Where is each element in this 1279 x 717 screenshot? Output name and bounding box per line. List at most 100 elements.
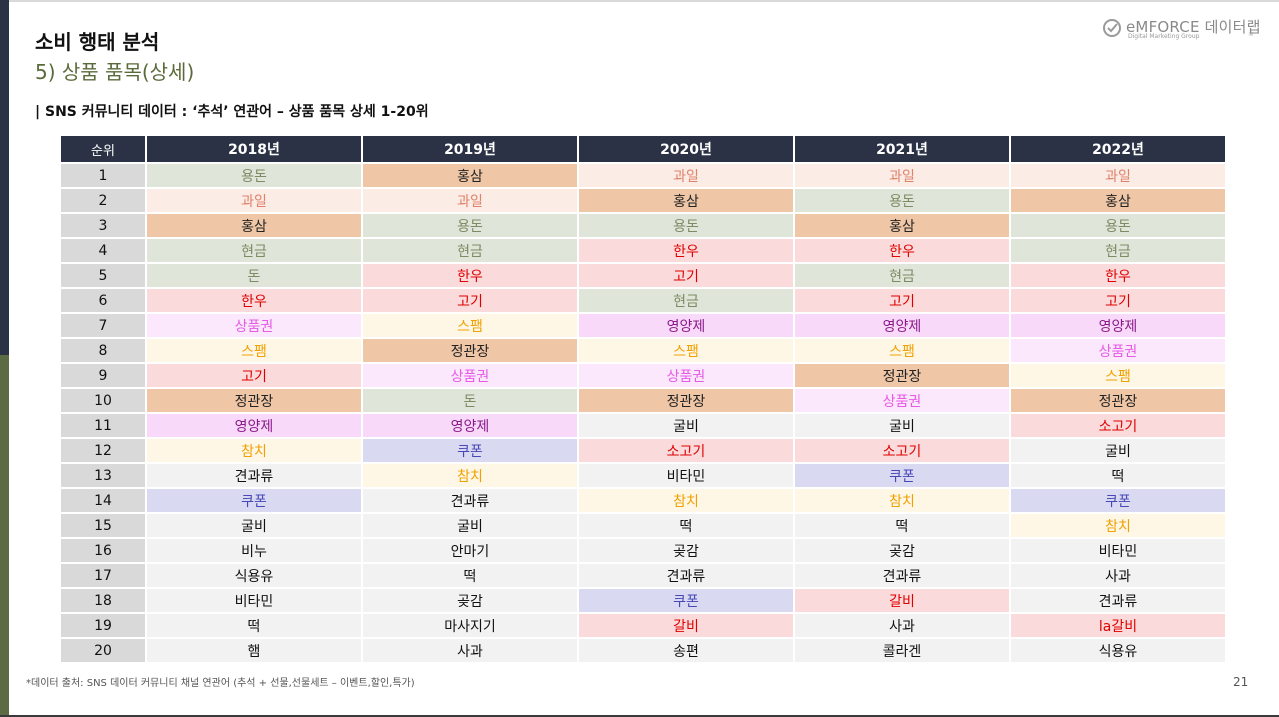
rank-number: 14 bbox=[61, 489, 145, 514]
rank-number: 2 bbox=[61, 189, 145, 214]
rank-number: 13 bbox=[61, 464, 145, 489]
table-cell: 홍삼 bbox=[363, 164, 577, 189]
table-row: 12 참치 쿠폰 소고기 소고기 굴비 bbox=[61, 439, 1225, 464]
rank-number: 3 bbox=[61, 214, 145, 239]
table-cell: 안마기 bbox=[363, 539, 577, 564]
top-divider bbox=[0, 0, 1279, 2]
table-cell: 쿠폰 bbox=[363, 439, 577, 464]
table-cell: 돈 bbox=[147, 264, 361, 289]
table-cell: 고기 bbox=[1011, 289, 1225, 314]
table-cell: 영양제 bbox=[579, 314, 793, 339]
table-cell: 스팸 bbox=[579, 339, 793, 364]
table-row: 4 현금 현금 한우 한우 현금 bbox=[61, 239, 1225, 264]
table-cell: 홍삼 bbox=[1011, 189, 1225, 214]
table-cell: 햄 bbox=[147, 639, 361, 664]
table-cell: 상품권 bbox=[363, 364, 577, 389]
table-cell: 사과 bbox=[795, 614, 1009, 639]
table-cell: 한우 bbox=[147, 289, 361, 314]
table-cell: 비타민 bbox=[579, 464, 793, 489]
table-row: 1 용돈 홍삼 과일 과일 과일 bbox=[61, 164, 1225, 189]
table-cell: 홍삼 bbox=[579, 189, 793, 214]
table-cell: 한우 bbox=[795, 239, 1009, 264]
table-cell: 견과류 bbox=[147, 464, 361, 489]
side-accent-bar-dark bbox=[0, 0, 9, 355]
column-header-2019: 2019년 bbox=[363, 136, 577, 164]
rank-number: 16 bbox=[61, 539, 145, 564]
table-cell: 한우 bbox=[363, 264, 577, 289]
table-row: 14 쿠폰 견과류 참치 참치 쿠폰 bbox=[61, 489, 1225, 514]
table-cell: 굴비 bbox=[795, 414, 1009, 439]
table-cell: 쿠폰 bbox=[795, 464, 1009, 489]
table-cell: 참치 bbox=[147, 439, 361, 464]
section-heading: | SNS 커뮤니티 데이터 : ‘추석’ 연관어 – 상품 품목 상세 1-2… bbox=[35, 104, 429, 120]
table-row: 10 정관장 돈 정관장 상품권 정관장 bbox=[61, 389, 1225, 414]
table-cell: 스팸 bbox=[795, 339, 1009, 364]
table-cell: 마사지기 bbox=[363, 614, 577, 639]
table-row: 3 홍삼 용돈 용돈 홍삼 용돈 bbox=[61, 214, 1225, 239]
table-cell: 비타민 bbox=[147, 589, 361, 614]
table-cell: 고기 bbox=[363, 289, 577, 314]
table-cell: 용돈 bbox=[795, 189, 1009, 214]
column-header-2020: 2020년 bbox=[579, 136, 793, 164]
rank-number: 4 bbox=[61, 239, 145, 264]
table-cell: 소고기 bbox=[795, 439, 1009, 464]
table-cell: 떡 bbox=[795, 514, 1009, 539]
column-header-2021: 2021년 bbox=[795, 136, 1009, 164]
table-row: 17 식용유 떡 견과류 견과류 사과 bbox=[61, 564, 1225, 589]
table-cell: 과일 bbox=[795, 164, 1009, 189]
table-cell: 용돈 bbox=[363, 214, 577, 239]
table-cell: 용돈 bbox=[147, 164, 361, 189]
page-subtitle: 5) 상품 품목(상세) bbox=[35, 60, 195, 84]
table-cell: 고기 bbox=[795, 289, 1009, 314]
rank-number: 6 bbox=[61, 289, 145, 314]
logo-tagline: Digital Marketing Group bbox=[1128, 33, 1200, 40]
table-cell: 정관장 bbox=[579, 389, 793, 414]
table-cell: 식용유 bbox=[1011, 639, 1225, 664]
table-cell: 스팸 bbox=[363, 314, 577, 339]
table-cell: 비누 bbox=[147, 539, 361, 564]
table-cell: 용돈 bbox=[579, 214, 793, 239]
table-cell: 갈비 bbox=[579, 614, 793, 639]
rank-number: 1 bbox=[61, 164, 145, 189]
rank-number: 8 bbox=[61, 339, 145, 364]
table-cell: 상품권 bbox=[1011, 339, 1225, 364]
table-cell: 떡 bbox=[579, 514, 793, 539]
table-cell: 정관장 bbox=[147, 389, 361, 414]
table-cell: 굴비 bbox=[1011, 439, 1225, 464]
logo-text: eMFORCE 데이터랩 bbox=[1126, 18, 1261, 36]
table-cell: 쿠폰 bbox=[1011, 489, 1225, 514]
table-cell: 고기 bbox=[579, 264, 793, 289]
rank-number: 12 bbox=[61, 439, 145, 464]
table-cell: 현금 bbox=[363, 239, 577, 264]
table-row: 19 떡 마사지기 갈비 사과 la갈비 bbox=[61, 614, 1225, 639]
table-row: 18 비타민 곶감 쿠폰 갈비 견과류 bbox=[61, 589, 1225, 614]
table-cell: 정관장 bbox=[795, 364, 1009, 389]
table-cell: 현금 bbox=[795, 264, 1009, 289]
table-cell: 홍삼 bbox=[147, 214, 361, 239]
table-cell: 홍삼 bbox=[795, 214, 1009, 239]
table-cell: 굴비 bbox=[363, 514, 577, 539]
table-cell: 영양제 bbox=[363, 414, 577, 439]
table-cell: 영양제 bbox=[147, 414, 361, 439]
table-cell: 소고기 bbox=[1011, 414, 1225, 439]
table-row: 6 한우 고기 현금 고기 고기 bbox=[61, 289, 1225, 314]
table-row: 16 비누 안마기 곶감 곶감 비타민 bbox=[61, 539, 1225, 564]
table-cell: 한우 bbox=[579, 239, 793, 264]
table-cell: 떡 bbox=[1011, 464, 1225, 489]
column-header-2018: 2018년 bbox=[147, 136, 361, 164]
table-cell: 스팸 bbox=[147, 339, 361, 364]
ranking-table: 순위 2018년 2019년 2020년 2021년 2022년 1 용돈 홍삼 과일… bbox=[59, 136, 1227, 664]
table-cell: 참치 bbox=[795, 489, 1009, 514]
side-accent-bar-green bbox=[0, 355, 9, 717]
table-cell: 견과류 bbox=[795, 564, 1009, 589]
table-cell: 한우 bbox=[1011, 264, 1225, 289]
table-cell: 비타민 bbox=[1011, 539, 1225, 564]
table-cell: 식용유 bbox=[147, 564, 361, 589]
rank-number: 17 bbox=[61, 564, 145, 589]
table-cell: 돈 bbox=[363, 389, 577, 414]
logo-icon bbox=[1103, 19, 1121, 37]
data-source-footnote: *데이터 출처: SNS 데이터 커뮤니티 채널 연관어 (추석 + 선물,선물… bbox=[26, 678, 415, 689]
table-row: 2 과일 과일 홍삼 용돈 홍삼 bbox=[61, 189, 1225, 214]
rank-number: 11 bbox=[61, 414, 145, 439]
table-cell: 떡 bbox=[147, 614, 361, 639]
